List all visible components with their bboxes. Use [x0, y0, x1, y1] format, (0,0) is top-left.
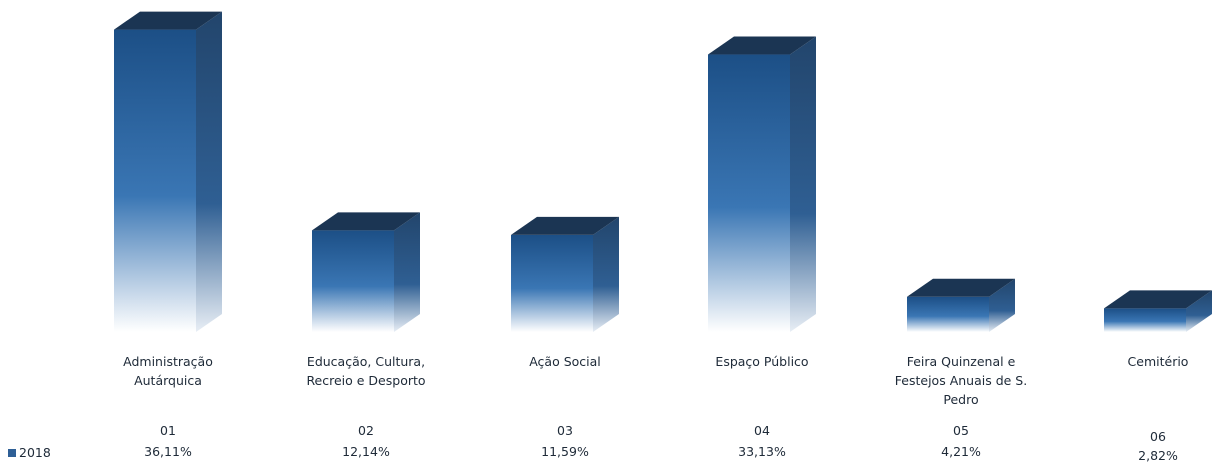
category-label-line: Administração [123, 354, 213, 369]
bar-side [989, 278, 1015, 332]
category-label-line: Feira Quinzenal e [906, 354, 1016, 369]
value-label: 4,21% [941, 444, 981, 459]
legend: 2018 [8, 445, 51, 460]
bar-top [312, 212, 420, 231]
bar-front [907, 296, 989, 332]
category-label: Educação, Cultura, Recreio e Desporto [286, 352, 446, 390]
bar-top [1104, 290, 1212, 309]
bar-side [593, 216, 619, 332]
value-label: 2,82% [1138, 448, 1178, 463]
category-label-line: Pedro [943, 392, 979, 407]
bar-top [708, 36, 816, 55]
bar-03 [511, 216, 619, 332]
bar-front [1104, 308, 1186, 332]
value-label: 36,11% [144, 444, 192, 459]
category-label-line: Ação Social [529, 354, 601, 369]
category-label: Ação Social [485, 352, 645, 371]
bar-06 [1104, 290, 1212, 332]
value-label: 11,59% [541, 444, 589, 459]
bar-front [312, 230, 394, 332]
bar-top [907, 278, 1015, 297]
bar-side [1186, 290, 1212, 332]
value-label: 12,14% [342, 444, 390, 459]
bar-side [394, 212, 420, 332]
category-code: 04 [754, 423, 770, 438]
bar-04 [708, 36, 816, 332]
bar-front [708, 54, 790, 332]
category-label: Cemitério [1078, 352, 1215, 371]
category-label: Administração Autárquica [88, 352, 248, 390]
bar-front [114, 29, 196, 333]
category-label: Feira Quinzenal e Festejos Anuais de S. Pe… [881, 352, 1041, 409]
bar-top [114, 11, 222, 30]
category-code: 03 [557, 423, 573, 438]
category-code: 05 [953, 423, 969, 438]
category-label-line: Festejos Anuais de S. [894, 373, 1028, 388]
category-label-line: Cemitério [1127, 354, 1189, 369]
bar-top [511, 216, 619, 235]
bar-side [196, 11, 222, 333]
category-label-line: Espaço Público [715, 354, 809, 369]
bar-front [511, 234, 593, 332]
legend-label: 2018 [19, 445, 51, 460]
category-label-line: Educação, Cultura, [306, 354, 426, 369]
legend-swatch [8, 448, 16, 457]
category-code: 01 [160, 423, 176, 438]
bar-side [790, 36, 816, 332]
category-code: 06 [1150, 429, 1166, 444]
category-label: Espaço Público [682, 352, 842, 371]
category-label-line: Recreio e Desporto [306, 373, 426, 388]
value-label: 33,13% [738, 444, 786, 459]
category-code: 02 [358, 423, 374, 438]
bar-01 [114, 11, 222, 333]
bar-02 [312, 212, 420, 332]
bar-05 [907, 278, 1015, 332]
category-label-line: Autárquica [134, 373, 202, 388]
